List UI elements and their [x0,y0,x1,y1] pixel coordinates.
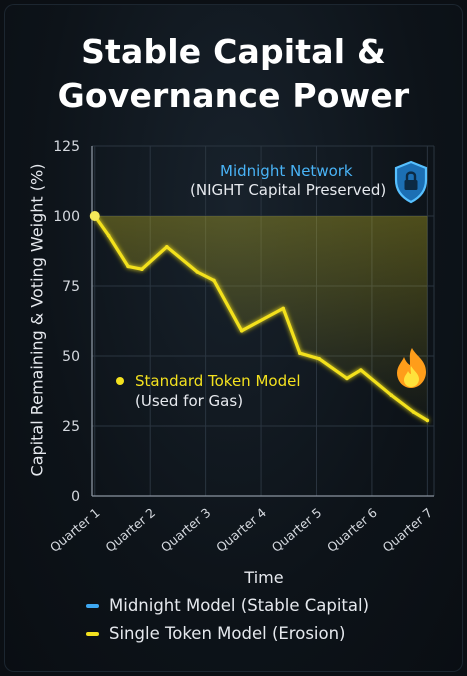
data-point [411,410,416,414]
y-tick-label: 0 [71,489,80,505]
data-point [165,245,169,249]
data-point [239,329,244,333]
x-tick-label: Quarter 7 [380,505,436,555]
data-point [281,306,286,311]
x-tick-label: Quarter 2 [102,505,158,555]
data-point [345,376,349,381]
chart-title-line-1: Stable Capital & [81,32,386,71]
data-point [195,270,200,274]
data-point [126,264,130,269]
data-point [140,267,144,272]
y-tick-label: 25 [62,419,80,435]
legend-label-single-token: Single Token Model (Erosion) [109,624,346,643]
flame-inner [404,366,419,387]
legend-item-midnight: Midnight Model (Stable Capital) [86,596,369,615]
shield-lock-icon [394,160,428,204]
x-tick-label: Quarter 1 [47,505,103,555]
legend-swatch-blue [86,603,99,608]
x-tick-label: Quarter 4 [213,505,269,555]
x-tick-label: Quarter 3 [158,505,214,555]
annotation-bullet [116,377,124,385]
data-point [298,351,302,356]
x-tick-label: Quarter 6 [324,505,380,555]
flame-icon [397,348,426,388]
y-tick-label: 50 [62,349,80,365]
data-point [359,368,363,372]
erosion-area [94,216,428,421]
legend-item-single-token: Single Token Model (Erosion) [86,624,346,643]
data-point [317,357,322,361]
y-axis-label: Capital Remaining & Voting Weight (%) [27,163,47,477]
data-point [389,393,394,398]
legend-swatch-yellow [86,631,99,636]
data-point [425,418,430,423]
data-point [106,233,111,238]
used-for-gas-annotation: (Used for Gas) [135,392,244,410]
start-point [89,211,100,221]
night-capital-annotation: (NIGHT Capital Preserved) [190,181,387,199]
midnight-network-annotation: Midnight Network [220,162,353,180]
y-tick-label: 75 [62,279,80,295]
standard-token-annotation: Standard Token Model [135,372,301,390]
chart-title-line-2: Governance Power [57,76,410,115]
lock-shackle [405,171,417,180]
lock-body [404,180,418,190]
x-tick-label: Quarter 5 [269,505,325,555]
series-line-single-token [93,214,429,422]
y-tick-label: 100 [53,209,80,225]
y-tick-label: 125 [53,139,80,155]
legend-label-midnight: Midnight Model (Stable Capital) [109,596,370,615]
data-point [212,278,216,283]
x-axis-label: Time [244,568,284,587]
